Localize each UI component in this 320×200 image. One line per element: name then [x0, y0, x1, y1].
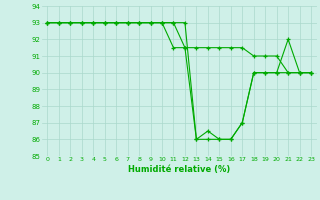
X-axis label: Humidité relative (%): Humidité relative (%) — [128, 165, 230, 174]
